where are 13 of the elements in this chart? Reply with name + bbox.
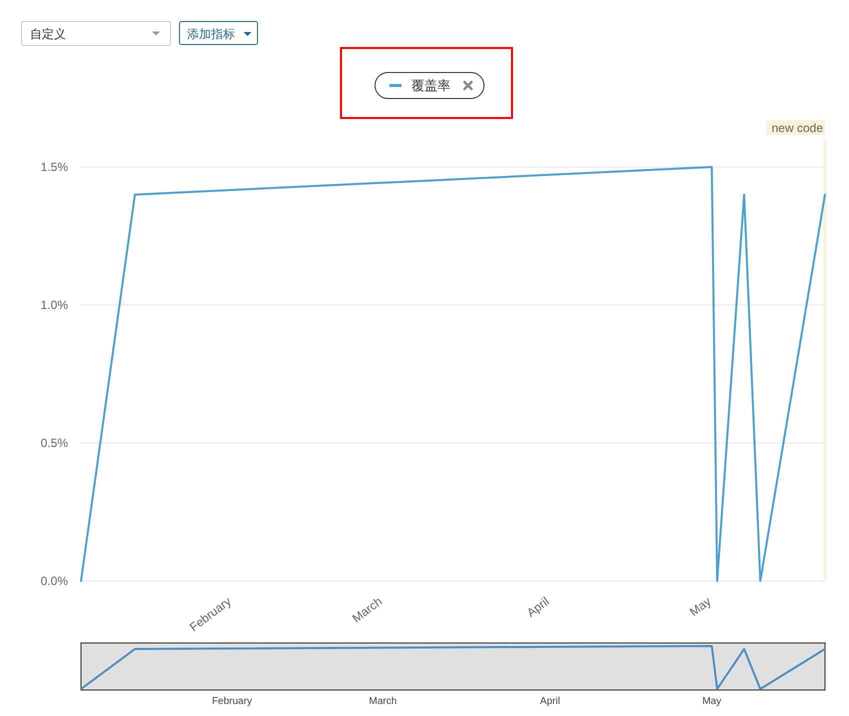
y-tick-label: 0.0% bbox=[40, 574, 68, 588]
y-tick-label: 1.5% bbox=[40, 160, 68, 174]
dropdown-field: 自定义 bbox=[21, 21, 171, 46]
dropdown-button: 添加指标 bbox=[179, 21, 258, 45]
ref-line-label: new code bbox=[772, 121, 824, 135]
y-tick-label: 1.0% bbox=[40, 298, 68, 312]
x-tick-label: May bbox=[687, 594, 714, 620]
x-tick-label: February bbox=[212, 696, 252, 707]
legend-label: 覆盖率 bbox=[412, 78, 450, 93]
y-tick-label: 0.5% bbox=[40, 436, 68, 450]
x-tick-label: March bbox=[369, 696, 397, 707]
x-tick-label: May bbox=[702, 696, 722, 707]
x-tick-label: April bbox=[540, 696, 560, 707]
